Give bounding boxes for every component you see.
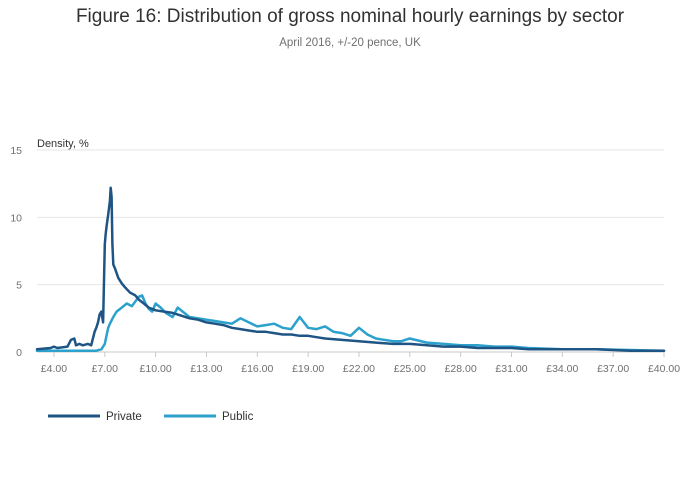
legend-label: Private xyxy=(106,411,142,423)
chart-title: Figure 16: Distribution of gross nominal… xyxy=(75,6,625,27)
legend-item-private[interactable]: Private xyxy=(48,411,142,423)
x-tick-label: £19.00 xyxy=(292,363,324,375)
legend-item-public[interactable]: Public xyxy=(164,411,254,423)
y-axis-label: Density, % xyxy=(37,138,89,150)
y-tick-label: 15 xyxy=(10,145,22,157)
x-tick-label: £22.00 xyxy=(343,363,375,375)
x-tick-label: £34.00 xyxy=(546,363,578,375)
x-tick-label: £40.00 xyxy=(648,363,680,375)
series-line-public xyxy=(35,294,666,352)
x-tick-label: £25.00 xyxy=(394,363,426,375)
series-line-private xyxy=(35,186,666,352)
x-tick-label: £13.00 xyxy=(190,363,222,375)
x-tick-label: £10.00 xyxy=(140,363,172,375)
gridlines xyxy=(37,149,664,353)
legend[interactable]: Private Public xyxy=(48,411,254,423)
y-tick-label: 0 xyxy=(16,347,22,359)
x-tick-label: £7.00 xyxy=(92,363,118,375)
x-tick-label: £4.00 xyxy=(41,363,67,375)
y-tick-label: 5 xyxy=(16,280,22,292)
y-axis-ticks: 0 5 10 15 xyxy=(10,145,22,359)
series-lines xyxy=(35,186,666,352)
chart-subtitle: April 2016, +/-20 pence, UK xyxy=(279,37,421,49)
x-tick-label: £28.00 xyxy=(445,363,477,375)
legend-label: Public xyxy=(222,411,254,423)
x-axis-ticks: £4.00 £7.00 £10.00 £13.00 £16.00 £19.00 £22.00… xyxy=(37,351,680,375)
x-tick-label: £31.00 xyxy=(495,363,527,375)
x-tick-label: £16.00 xyxy=(241,363,273,375)
y-tick-label: 10 xyxy=(10,212,22,224)
x-tick-label: £37.00 xyxy=(597,363,629,375)
